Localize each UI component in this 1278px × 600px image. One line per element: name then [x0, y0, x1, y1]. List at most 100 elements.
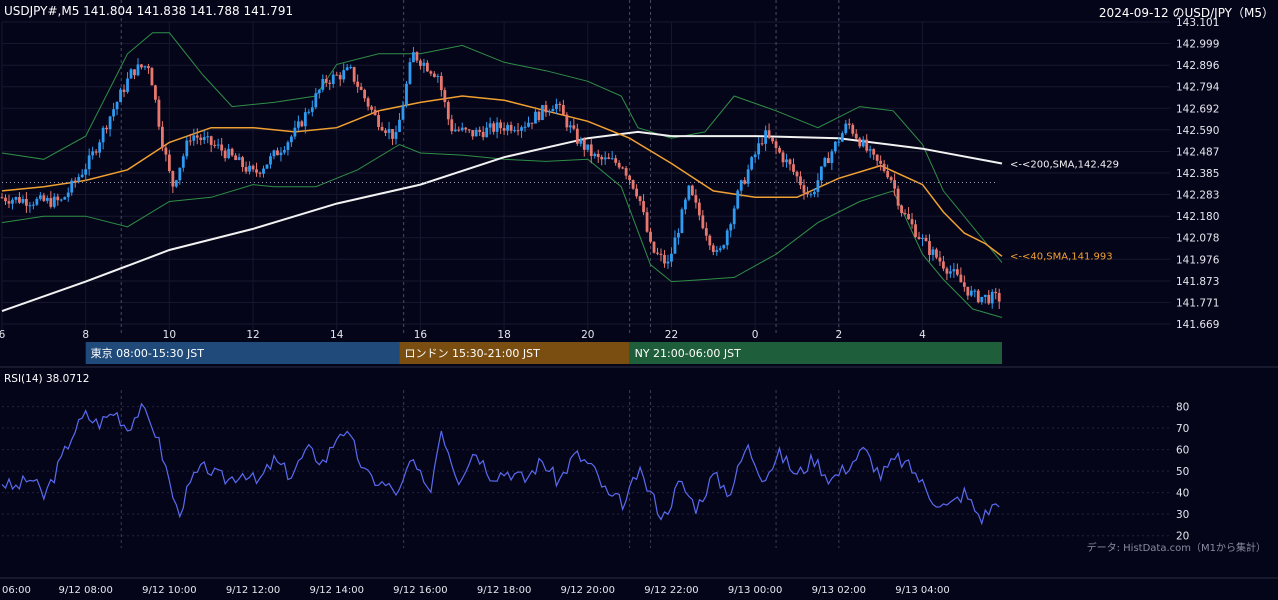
candle-body-down: [544, 105, 548, 113]
price-tick-label: 141.873: [1176, 276, 1219, 288]
candle-body-down: [356, 81, 360, 87]
session-bar: 東京 08:00-15:30 JST ロンドン 15:30-21:00 JST NY…: [85, 342, 1002, 364]
hour-tick-label: 12: [246, 329, 259, 341]
candle-body-up: [844, 123, 848, 134]
candle-body-down: [617, 162, 621, 168]
candle-body-down: [767, 130, 771, 138]
candle-body-down: [509, 124, 513, 131]
hour-tick-label: 10: [163, 329, 176, 341]
session-block: [399, 342, 630, 364]
candle-body-up: [548, 111, 551, 113]
candle-body-down: [446, 102, 450, 120]
candle-body-down: [697, 202, 701, 216]
rsi-path: [1, 402, 1000, 526]
hour-tick-label: 16: [414, 329, 428, 341]
candle-body-down: [366, 98, 370, 107]
candle-body-up: [119, 89, 122, 103]
time-tick-label: 9/12 08:00: [58, 585, 112, 596]
candle-body-down: [213, 144, 217, 146]
candle-body-up: [684, 199, 687, 210]
candle-body-up: [485, 127, 489, 138]
candle-body-down: [199, 137, 203, 140]
candle-body-down: [854, 133, 858, 139]
candle-body-up: [474, 129, 478, 137]
candle-body-down: [391, 129, 394, 139]
candle-body-down: [439, 76, 443, 91]
candle-body-up: [990, 291, 994, 304]
candle-body-down: [966, 286, 970, 296]
candle-body-up: [14, 197, 18, 200]
candle-body-down: [42, 195, 46, 201]
candle-body-down: [743, 180, 747, 184]
candle-body-down: [18, 197, 21, 203]
candle-body-down: [443, 90, 447, 103]
candle-body-up: [192, 135, 196, 141]
candle-body-down: [105, 127, 108, 130]
candle-body-down: [4, 197, 7, 202]
candle-body-up: [677, 232, 680, 238]
candle-body-up: [59, 199, 63, 201]
candle-body-up: [833, 141, 837, 152]
candle-body-down: [157, 99, 161, 127]
candle-body-down: [879, 160, 883, 164]
candle-body-down: [558, 103, 562, 106]
candle-body-down: [774, 141, 778, 148]
candle-body-down: [826, 158, 830, 164]
candle-body-up: [272, 150, 276, 157]
candle-body-down: [900, 205, 903, 214]
candle-body-down: [352, 67, 356, 82]
candle-body-down: [760, 143, 764, 145]
candle-body-down: [928, 241, 931, 256]
hour-tick-label: 6: [0, 329, 6, 341]
rsi-tick-label: 70: [1176, 423, 1189, 435]
hour-tick-label: 20: [581, 329, 594, 341]
candle-body-up: [840, 133, 844, 142]
candle-body-down: [220, 144, 224, 151]
time-tick-label: 9/12 20:00: [561, 585, 615, 596]
candle-body-up: [666, 261, 670, 264]
sma-annotation: <-<40,SMA,141.993: [1010, 252, 1113, 263]
hour-tick-label: 4: [919, 329, 926, 341]
candle-body-up: [488, 123, 492, 128]
price-tick-label: 141.771: [1176, 297, 1219, 309]
candle-body-up: [349, 67, 353, 69]
candle-body-down: [251, 165, 255, 170]
time-tick-label: 9/12 16:00: [393, 585, 447, 596]
time-tick-label: 9/13 04:00: [895, 585, 949, 596]
candle-body-down: [987, 294, 991, 304]
candle-body-up: [108, 116, 112, 130]
candle-body-down: [516, 130, 520, 132]
candle-body-down: [94, 151, 98, 153]
candle-body-down: [561, 105, 565, 115]
session-label: NY 21:00-06:00 JST: [635, 347, 742, 360]
candle-body-down: [147, 66, 150, 69]
candle-body-down: [635, 188, 638, 197]
candle-body-down: [457, 129, 461, 131]
candle-body-up: [541, 105, 544, 120]
candle-body-up: [70, 180, 74, 193]
candle-body-down: [7, 201, 11, 204]
candle-body-up: [868, 149, 872, 151]
candle-body-down: [781, 152, 785, 163]
candle-body-down: [195, 135, 199, 138]
hour-axis: 6 8 10 12 14 16 18 20 22 0 2 4: [0, 329, 926, 341]
candle-body-down: [962, 282, 966, 287]
candle-body-up: [785, 159, 788, 163]
candle-body-up: [290, 136, 293, 143]
candle-body-up: [837, 141, 841, 143]
candle-body-up: [813, 191, 816, 195]
candle-body-up: [750, 157, 754, 170]
candle-body-up: [331, 74, 335, 84]
candle-body-down: [25, 198, 28, 206]
candle-body-up: [28, 205, 32, 207]
candle-body-up: [405, 83, 408, 106]
candle-body-down: [359, 86, 363, 90]
price-axis: 143.101 142.999 142.896 142.794 142.692 142.5…: [1176, 17, 1220, 331]
candle-body-up: [949, 271, 952, 274]
candle-body-down: [935, 249, 938, 258]
candle-body-up: [237, 157, 241, 160]
candle-body-up: [718, 248, 722, 251]
time-tick-label: 9/12 10:00: [142, 585, 196, 596]
candle-body-down: [628, 175, 632, 181]
rsi-line: [1, 402, 1000, 526]
